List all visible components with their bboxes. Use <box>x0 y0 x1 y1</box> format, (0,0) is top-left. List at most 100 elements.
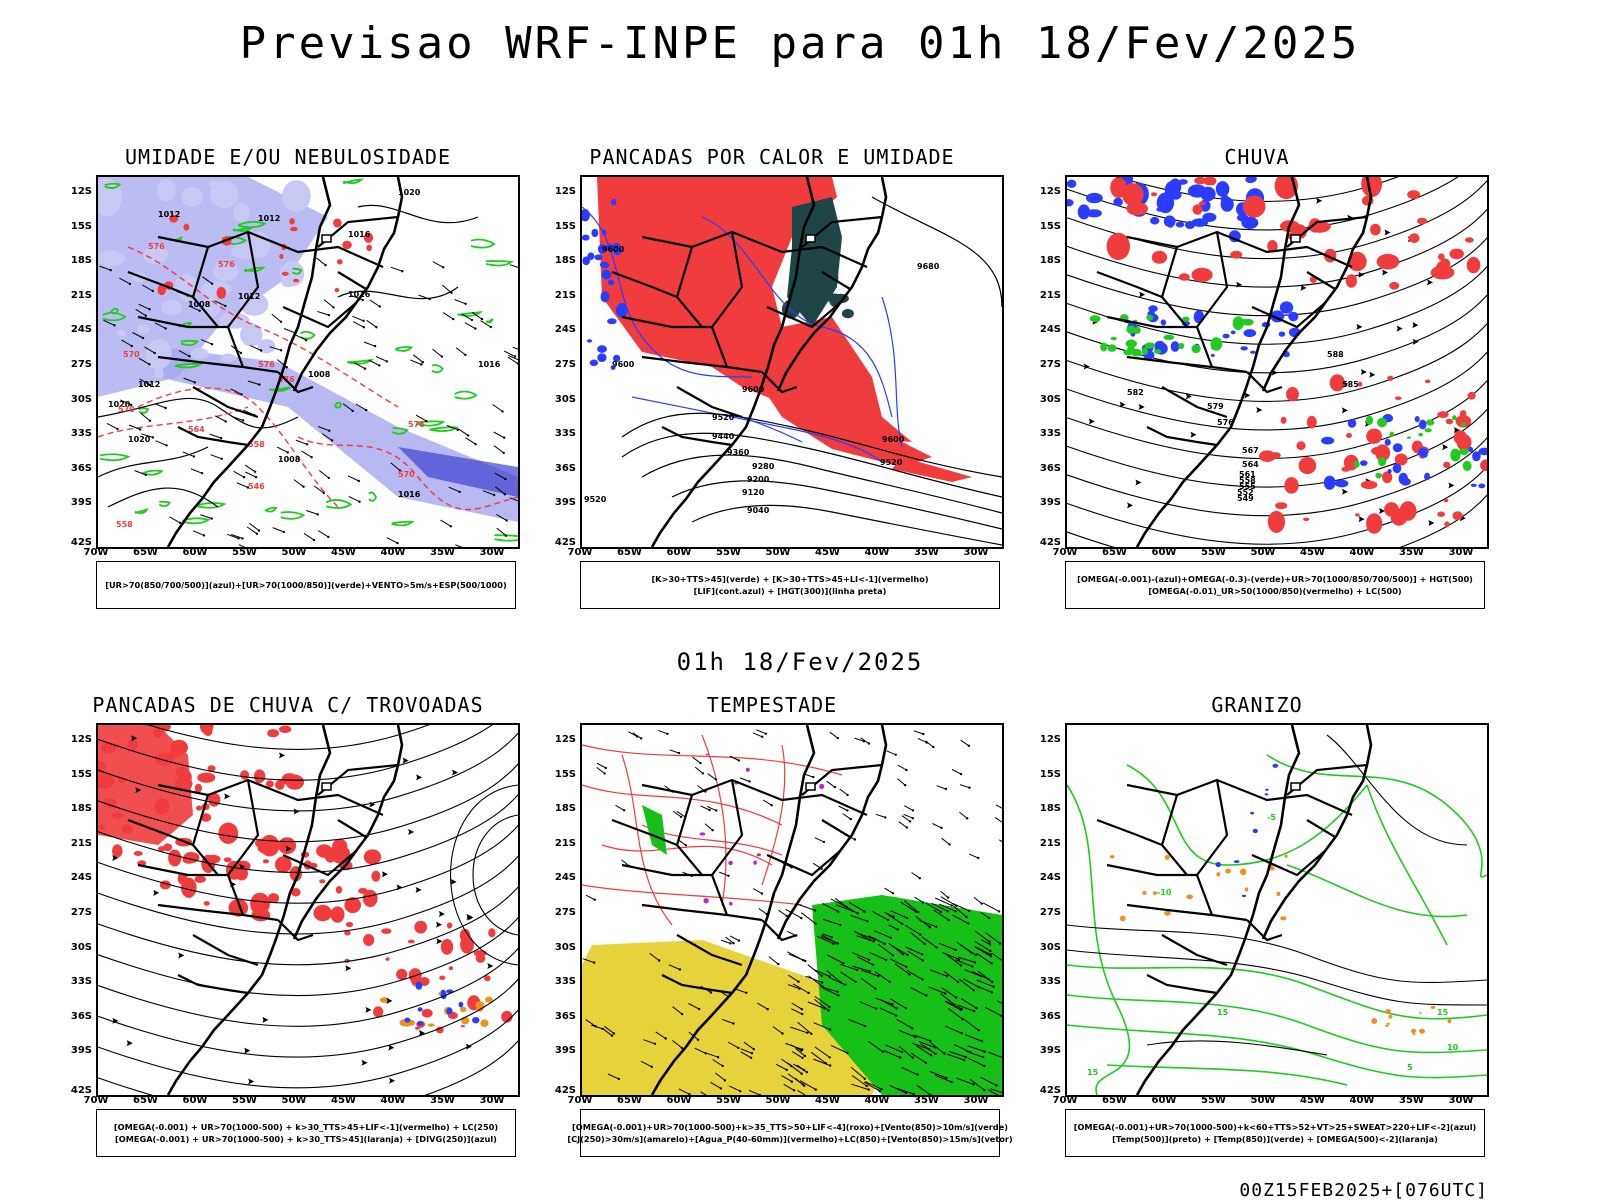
streamline-arrow <box>416 774 423 781</box>
hgt500-label: 564 <box>1242 460 1259 469</box>
omega-green <box>1153 349 1162 354</box>
storm-blob <box>267 729 279 738</box>
thickness-contour <box>137 387 339 508</box>
streamline <box>98 794 518 874</box>
wind-vector <box>390 266 403 272</box>
streamline-arrow <box>262 1016 269 1023</box>
country-border <box>277 371 314 394</box>
wind-vector <box>925 740 934 748</box>
wind-vector <box>788 974 799 983</box>
lat-tick-label: 15S <box>1039 220 1061 232</box>
wind-vector-head <box>991 980 994 984</box>
wind-vector-head <box>260 349 263 352</box>
wind-vector-head <box>237 537 240 540</box>
wind-vector <box>121 339 133 347</box>
storm-blob <box>396 968 408 980</box>
instability-blob <box>823 292 836 302</box>
lat-tick-label: 12S <box>554 186 576 197</box>
lif-blob <box>597 244 607 254</box>
lon-tick-label: 40W <box>864 1095 890 1106</box>
lat-tick-label: 24S <box>1039 872 1061 884</box>
streamline <box>146 725 430 750</box>
wind-vector-head <box>328 429 331 432</box>
humidity-blob <box>220 353 236 363</box>
wind-vector-head <box>812 775 815 779</box>
country-border <box>1160 794 1197 877</box>
pressure-label: 1016 <box>348 230 371 239</box>
wind-vector-head <box>153 351 156 355</box>
wind-vector-head <box>505 519 508 522</box>
wind-contour <box>182 517 211 525</box>
storm-blob <box>153 728 164 738</box>
wind-vector <box>632 732 642 739</box>
wind-vector-head <box>944 787 948 791</box>
streamline <box>98 978 518 1058</box>
omega-blue <box>1191 218 1209 227</box>
wind-vector-head <box>975 1007 978 1010</box>
wind-vector <box>943 970 959 983</box>
wind-vector <box>856 935 874 942</box>
streamline-arrow <box>386 997 393 1004</box>
humidity-area <box>158 347 518 522</box>
wind-vector-head <box>814 922 817 925</box>
pressure-label: 1016 <box>478 360 501 369</box>
storm-blob <box>199 725 214 735</box>
wind-contour <box>342 178 364 185</box>
streamline-arrow <box>436 921 443 928</box>
omega-blue <box>1163 215 1176 228</box>
wind-contour <box>291 267 303 275</box>
legend-trovoadas: [OMEGA(-0.001) + UR>70(1000-500) + k>30_… <box>96 1109 516 1157</box>
storm-blob <box>102 798 117 808</box>
wind-vector <box>249 522 260 532</box>
country-border <box>641 903 728 917</box>
wind-vector <box>973 896 983 904</box>
streamline-arrow <box>1135 479 1142 486</box>
wind-vector <box>318 470 330 479</box>
lat-tick-label: 27S <box>1039 359 1061 370</box>
streamline <box>98 725 493 781</box>
lif-blob <box>587 252 595 260</box>
hgt300-contour <box>671 480 1002 530</box>
storm-blob <box>203 901 210 906</box>
wind-vector <box>725 936 734 944</box>
thickness-marker <box>183 223 190 231</box>
lat-tick-label: 30S <box>1039 393 1061 405</box>
wind-vector <box>941 986 957 999</box>
streamline-arrow <box>1358 516 1365 523</box>
wind-vector <box>791 1008 803 1015</box>
omega-red <box>1121 183 1144 206</box>
wind-vector <box>925 902 942 913</box>
wind-vector <box>907 950 924 961</box>
wind-vector <box>909 986 927 996</box>
storm-blob <box>121 824 133 834</box>
lon-tick-label: 65W <box>1102 547 1127 558</box>
streamline-arrow <box>361 1059 368 1066</box>
wind-vector-head <box>839 980 842 984</box>
wind-vector-head <box>474 327 477 330</box>
wind-vector-head <box>109 269 112 272</box>
thickness-marker <box>216 287 227 299</box>
wind-vector-head <box>908 820 912 823</box>
thickness-marker <box>334 287 340 293</box>
wind-vector <box>412 354 424 363</box>
lif-blob <box>610 365 616 370</box>
wind-contour <box>158 500 172 508</box>
wind-vector-head <box>995 1084 998 1087</box>
wind-vector-head <box>925 994 928 997</box>
legend-chuva: [OMEGA(-0.001)-(azul)+OMEGA(-0.3)-(verde… <box>1065 561 1485 609</box>
wind-vector <box>830 898 848 908</box>
wind-vector-head <box>959 1008 962 1012</box>
omega-red <box>1242 195 1266 218</box>
wind-vector <box>155 440 167 446</box>
wind-vector <box>775 1063 788 1071</box>
wind-vector <box>348 495 360 503</box>
streamline-arrow <box>126 1040 133 1047</box>
storm-blob <box>268 893 280 904</box>
wind-vector <box>694 766 704 774</box>
omega-red <box>1443 461 1451 469</box>
streamline-arrow <box>1448 482 1455 489</box>
wind-vector-head <box>164 327 167 330</box>
wind-vector <box>884 911 894 918</box>
pressure-contour <box>98 397 299 429</box>
